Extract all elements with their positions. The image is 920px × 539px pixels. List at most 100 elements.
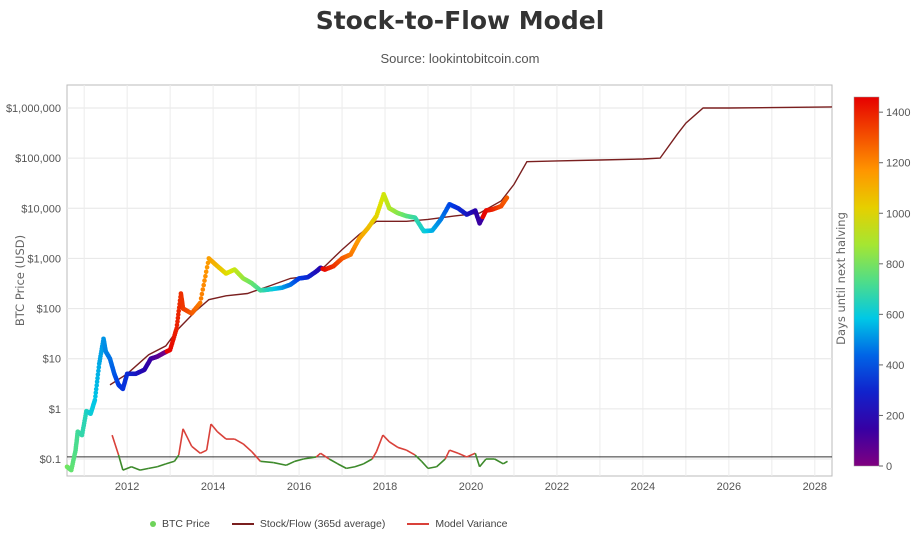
model-variance-segment (148, 465, 158, 470)
btc-price-point (95, 375, 100, 381)
model-variance-segment (502, 460, 508, 465)
x-tick-label: 2024 (631, 481, 655, 493)
colorbar-title: Days until next halving (834, 212, 848, 345)
y-tick-label: $10,000 (21, 203, 61, 215)
legend-line-icon (231, 523, 254, 525)
btc-price-point (95, 372, 101, 377)
legend-line-icon (407, 523, 430, 525)
btc-price-point (176, 308, 181, 314)
colorbar-tick-label: 200 (886, 410, 904, 422)
btc-price-point (174, 326, 179, 331)
model-variance-segment (165, 460, 175, 465)
btc-price-point (203, 269, 209, 275)
btc-price-point (96, 368, 101, 374)
model-variance-segment (457, 452, 468, 458)
model-variance-segment (346, 465, 356, 470)
y-axis-title: BTC Price (USD) (13, 235, 27, 326)
btc-price-point (202, 278, 207, 283)
y-tick-label: $0.1 (40, 454, 61, 466)
model-variance-segment (139, 467, 149, 471)
btc-price-point (176, 305, 182, 310)
chart-title: Stock-to-Flow Model (315, 6, 605, 35)
plot-area (66, 84, 833, 477)
colorbar-tick-label: 1400 (886, 107, 910, 119)
model-variance-segment (397, 446, 407, 451)
model-variance-segment (234, 438, 244, 445)
model-variance-segment (122, 466, 132, 471)
model-variance-segment (474, 453, 481, 468)
y-tick-label: $1,000 (27, 253, 61, 265)
x-tick-label: 2026 (717, 481, 741, 493)
model-variance-segment (251, 451, 261, 462)
stock-flow-line (109, 106, 833, 386)
btc-price-point (198, 296, 204, 301)
x-tick-label: 2018 (373, 481, 397, 493)
model-variance-segment (427, 465, 437, 470)
model-variance-segment (303, 456, 317, 460)
legend-label: Model Variance (435, 518, 508, 530)
legend-label: Stock/Flow (365d average) (259, 518, 386, 530)
model-variance-segment (420, 460, 429, 469)
btc-price-point (199, 291, 205, 297)
model-variance-segment (354, 463, 364, 468)
model-variance-segment (494, 458, 504, 465)
model-variance-segment (285, 460, 296, 466)
btc-price-point (92, 397, 98, 403)
y-tick-label: $100 (37, 304, 61, 316)
legend-dot-icon (150, 521, 156, 527)
model-variance-segment (328, 458, 339, 465)
btc-price-point (93, 394, 98, 399)
x-tick-label: 2028 (803, 481, 827, 493)
x-tick-label: 2020 (459, 481, 483, 493)
colorbar (853, 96, 880, 467)
legend-item-btc-price[interactable]: BTC Price (150, 518, 210, 530)
model-variance-segment (436, 458, 446, 468)
model-variance-segment (371, 451, 378, 460)
model-variance-segment (478, 458, 487, 468)
model-variance-segment (444, 449, 451, 460)
btc-price-point (504, 195, 510, 200)
btc-price-point (201, 282, 206, 288)
colorbar-tick-label: 600 (886, 309, 904, 321)
btc-price-point (200, 287, 206, 292)
model-variance-segment (111, 434, 120, 456)
model-variance-segment (260, 460, 274, 464)
btc-price-point (94, 379, 100, 385)
model-variance-segment (182, 428, 193, 447)
model-variance-segment (315, 452, 322, 458)
colorbar-tick-label: 400 (886, 360, 904, 372)
model-variance-segment (388, 441, 399, 449)
chart-legend: BTC Price Stock/Flow (365d average) Mode… (150, 518, 508, 530)
btc-price-point (175, 319, 180, 324)
model-variance-segment (273, 461, 287, 467)
btc-price-series (64, 192, 510, 473)
btc-price-point (176, 312, 181, 317)
model-variance-segment (294, 458, 304, 463)
colorbar-tick-label: 1200 (886, 158, 910, 170)
y-tick-label: $100,000 (15, 153, 61, 165)
btc-price-point (96, 364, 102, 370)
model-variance-segment (242, 443, 253, 453)
model-variance-segment (363, 458, 373, 465)
model-variance-segment (173, 454, 180, 462)
y-tick-label: $1 (49, 404, 61, 416)
legend-item-model-variance[interactable]: Model Variance (407, 518, 508, 530)
btc-price-point (203, 273, 208, 279)
model-variance-segment (117, 454, 124, 471)
btc-price-point (93, 390, 99, 396)
model-variance-segment (156, 463, 167, 468)
model-variance-segment (414, 454, 423, 462)
legend-item-stock-flow[interactable]: Stock/Flow (365d average) (231, 518, 386, 530)
colorbar-tick-label: 0 (886, 461, 892, 473)
model-variance-segment (216, 431, 227, 440)
x-tick-label: 2016 (287, 481, 311, 493)
btc-price-point (175, 315, 181, 321)
chart-subtitle: Source: lookintobitcoin.com (380, 51, 540, 66)
model-variance-segment (466, 452, 476, 458)
y-tick-label: $1,000,000 (6, 103, 61, 115)
model-variance-segment (406, 449, 416, 456)
x-tick-label: 2014 (201, 481, 225, 493)
model-variance-segment (191, 445, 201, 454)
x-tick-label: 2022 (545, 481, 569, 493)
model-variance-segment (375, 434, 384, 452)
